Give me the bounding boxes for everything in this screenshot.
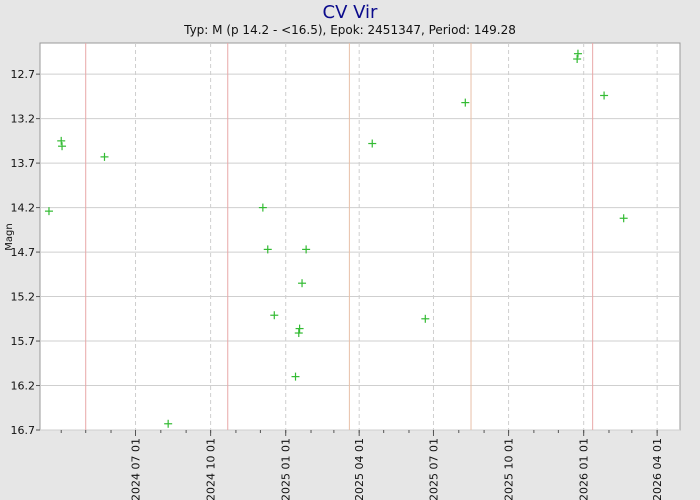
data-point — [258, 203, 267, 212]
x-axis: 2024 07 01 2024 10 01 2025 01 01 2025 04 01… — [60, 430, 664, 500]
data-point — [57, 136, 66, 145]
data-point — [573, 49, 582, 58]
chart-subtitle: Typ: M (p 14.2 - <16.5), Epok: 2451347, … — [183, 23, 516, 37]
data-point — [100, 152, 109, 161]
data-point — [298, 279, 307, 288]
x-tick-label: 2026 01 01 — [578, 438, 591, 500]
plot-area — [39, 42, 681, 431]
marker-lines — [85, 43, 594, 430]
x-tick-label: 2026 04 01 — [651, 438, 664, 500]
x-tick-label: 2025 10 01 — [503, 438, 516, 500]
y-axis-label: Magn — [4, 223, 15, 250]
y-tick-label: 12.7 — [11, 68, 36, 81]
data-point — [295, 324, 304, 333]
y-tick-label: 13.2 — [11, 113, 36, 126]
y-tick-label: 15.7 — [11, 335, 36, 348]
data-point — [263, 245, 272, 254]
chart-title: CV Vir — [323, 2, 379, 23]
data-point — [573, 55, 582, 64]
y-tick-label: 16.2 — [11, 380, 36, 393]
data-point — [421, 314, 430, 323]
y-tick-label: 16.7 — [11, 424, 36, 437]
data-point — [368, 139, 377, 148]
x-tick-label: 2024 10 01 — [205, 438, 218, 500]
grid-layer — [40, 43, 680, 431]
y-axis: 12.7 13.2 13.7 14.2 14.7 15.2 15.7 16.2 16.7 — [11, 68, 40, 437]
data-points — [44, 49, 628, 428]
x-tick-label: 2025 04 01 — [353, 438, 366, 500]
data-point — [294, 329, 303, 338]
data-point — [461, 98, 470, 107]
data-point — [44, 207, 53, 216]
data-point — [270, 311, 279, 320]
y-tick-label: 15.2 — [11, 291, 36, 304]
x-tick-label: 2025 01 01 — [280, 438, 293, 500]
data-point — [600, 91, 609, 100]
data-point — [58, 142, 67, 151]
data-point — [291, 372, 300, 381]
data-point — [302, 245, 311, 254]
x-tick-label: 2024 07 01 — [130, 438, 143, 500]
data-point — [619, 214, 628, 223]
data-point — [164, 419, 173, 428]
y-tick-label: 13.7 — [11, 157, 36, 170]
y-tick-label: 14.2 — [11, 202, 36, 215]
x-tick-label: 2025 07 01 — [427, 438, 440, 500]
y-tick-label: 14.7 — [11, 246, 36, 259]
